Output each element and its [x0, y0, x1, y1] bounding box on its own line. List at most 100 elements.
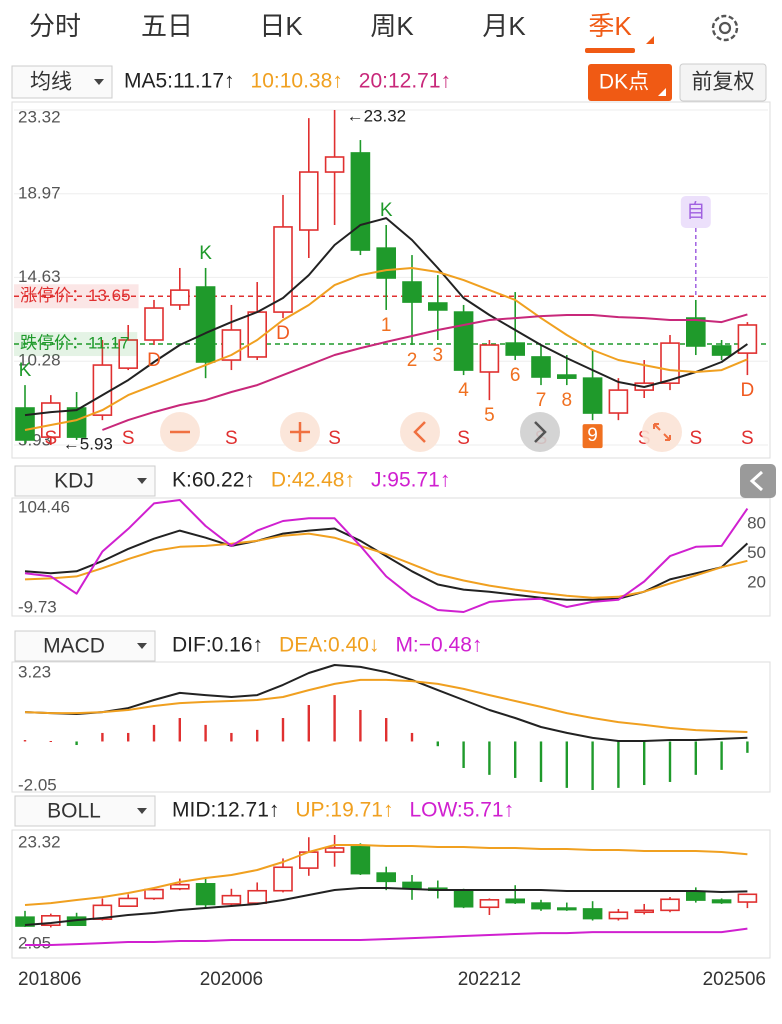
- candle-body: [634, 909, 655, 914]
- candle-body: [66, 407, 87, 438]
- candle-body: [531, 902, 551, 910]
- candle-body: [118, 897, 138, 907]
- y2-tick-label: 20: [747, 572, 766, 591]
- candle-body: [453, 889, 474, 908]
- candle-body: [660, 342, 680, 384]
- left-icon: [413, 421, 426, 443]
- gear-inner: [718, 21, 732, 35]
- candle-body: [531, 356, 551, 378]
- candle-body: [685, 891, 706, 901]
- annotation: S: [689, 428, 702, 449]
- candle-body: [582, 908, 603, 920]
- macd-bar: [436, 741, 439, 747]
- annotation: D: [741, 380, 755, 401]
- annotation: K: [19, 360, 32, 381]
- candle-body: [608, 389, 629, 414]
- tab[interactable]: 周K: [370, 11, 414, 41]
- reference-label-bg: [14, 332, 138, 357]
- expand-button[interactable]: [642, 412, 682, 452]
- y-tick-label: 10.28: [18, 351, 61, 370]
- y-tick-label: 23.32: [18, 832, 61, 851]
- next-button[interactable]: [520, 412, 560, 452]
- right-icon: [534, 421, 547, 443]
- candle-body: [685, 317, 706, 347]
- candle-body: [144, 888, 164, 900]
- macd-bar: [204, 724, 207, 742]
- annotation: 9: [587, 425, 598, 446]
- candle-body: [505, 898, 526, 904]
- macd-bar: [514, 741, 517, 778]
- tab[interactable]: 五日: [141, 11, 193, 41]
- legend-item: DIF:0.16↑: [172, 634, 263, 657]
- indicator-selector[interactable]: [14, 795, 156, 827]
- candle-body: [660, 898, 680, 912]
- dk-button[interactable]: [588, 64, 672, 101]
- annotation: 3: [433, 345, 444, 366]
- candle-body: [427, 302, 448, 311]
- tab[interactable]: 季K: [588, 11, 632, 41]
- prev-button[interactable]: [400, 412, 440, 452]
- indicator-selector[interactable]: [14, 465, 156, 497]
- annotation: 2: [407, 350, 418, 371]
- indicator-selector[interactable]: [14, 630, 156, 662]
- dropdown-arrow: [94, 79, 104, 85]
- macd-bar: [49, 740, 52, 742]
- legend-item: 20:12.71↑: [359, 70, 451, 93]
- macd-bar: [281, 718, 285, 742]
- candle-body: [479, 899, 500, 909]
- plus-icon: [290, 422, 310, 442]
- legend-item: M:−0.48↑: [395, 634, 482, 657]
- annotation: 1: [381, 315, 392, 336]
- collapse-icon: [749, 470, 764, 492]
- candle-body: [402, 881, 422, 889]
- candle-body: [737, 893, 758, 903]
- y2-tick-label: 80: [747, 513, 766, 532]
- annotation: S: [328, 428, 341, 449]
- macd-bar: [385, 718, 388, 742]
- macd-bar: [694, 741, 697, 775]
- annotation: S: [122, 428, 135, 449]
- macd-bar: [333, 695, 336, 742]
- collapse-tab[interactable]: [740, 464, 776, 498]
- candle-body: [324, 156, 345, 173]
- annotation: 自: [686, 200, 705, 222]
- annotation: 5: [484, 405, 495, 426]
- dk-button-label: DK点: [599, 71, 649, 94]
- tab-bar: [0, 0, 782, 56]
- annotation: S: [741, 428, 754, 449]
- candle-body: [92, 364, 113, 416]
- candle-body: [711, 899, 732, 904]
- indicator-selector[interactable]: [11, 65, 113, 99]
- legend-item: D:42.48↑: [271, 469, 355, 492]
- panel-frame: [11, 497, 771, 617]
- dropdown-arrow: [137, 643, 147, 649]
- legend-item: MID:12.71↑: [172, 799, 279, 822]
- x-tick-label: 202212: [458, 969, 521, 990]
- panel-frame: [11, 829, 771, 959]
- indicator-line: [24, 499, 749, 613]
- candle-body: [273, 866, 293, 892]
- candle-body: [608, 911, 629, 920]
- reference-label-bg: [14, 284, 139, 309]
- tab[interactable]: 日K: [259, 11, 303, 41]
- x-tick-label: 202006: [200, 969, 263, 990]
- candle-body: [711, 345, 732, 356]
- tab[interactable]: 月K: [482, 11, 526, 41]
- macd-bar: [539, 741, 543, 782]
- macd-bar: [488, 741, 491, 775]
- extreme-label: ←5.93: [63, 434, 113, 453]
- candle-body: [453, 311, 474, 371]
- candle-body: [505, 342, 526, 356]
- candle-body: [350, 846, 371, 875]
- x-tick-label: 202506: [703, 969, 766, 990]
- tab[interactable]: 分时: [29, 11, 81, 41]
- macd-bar: [591, 741, 594, 790]
- macd-bar: [746, 741, 749, 753]
- candle-body: [15, 916, 35, 927]
- candle-body: [273, 226, 293, 313]
- settings-icon[interactable]: [711, 14, 739, 42]
- adjust-button[interactable]: [679, 63, 767, 102]
- annotation: D: [147, 350, 161, 371]
- candle-body: [402, 281, 422, 303]
